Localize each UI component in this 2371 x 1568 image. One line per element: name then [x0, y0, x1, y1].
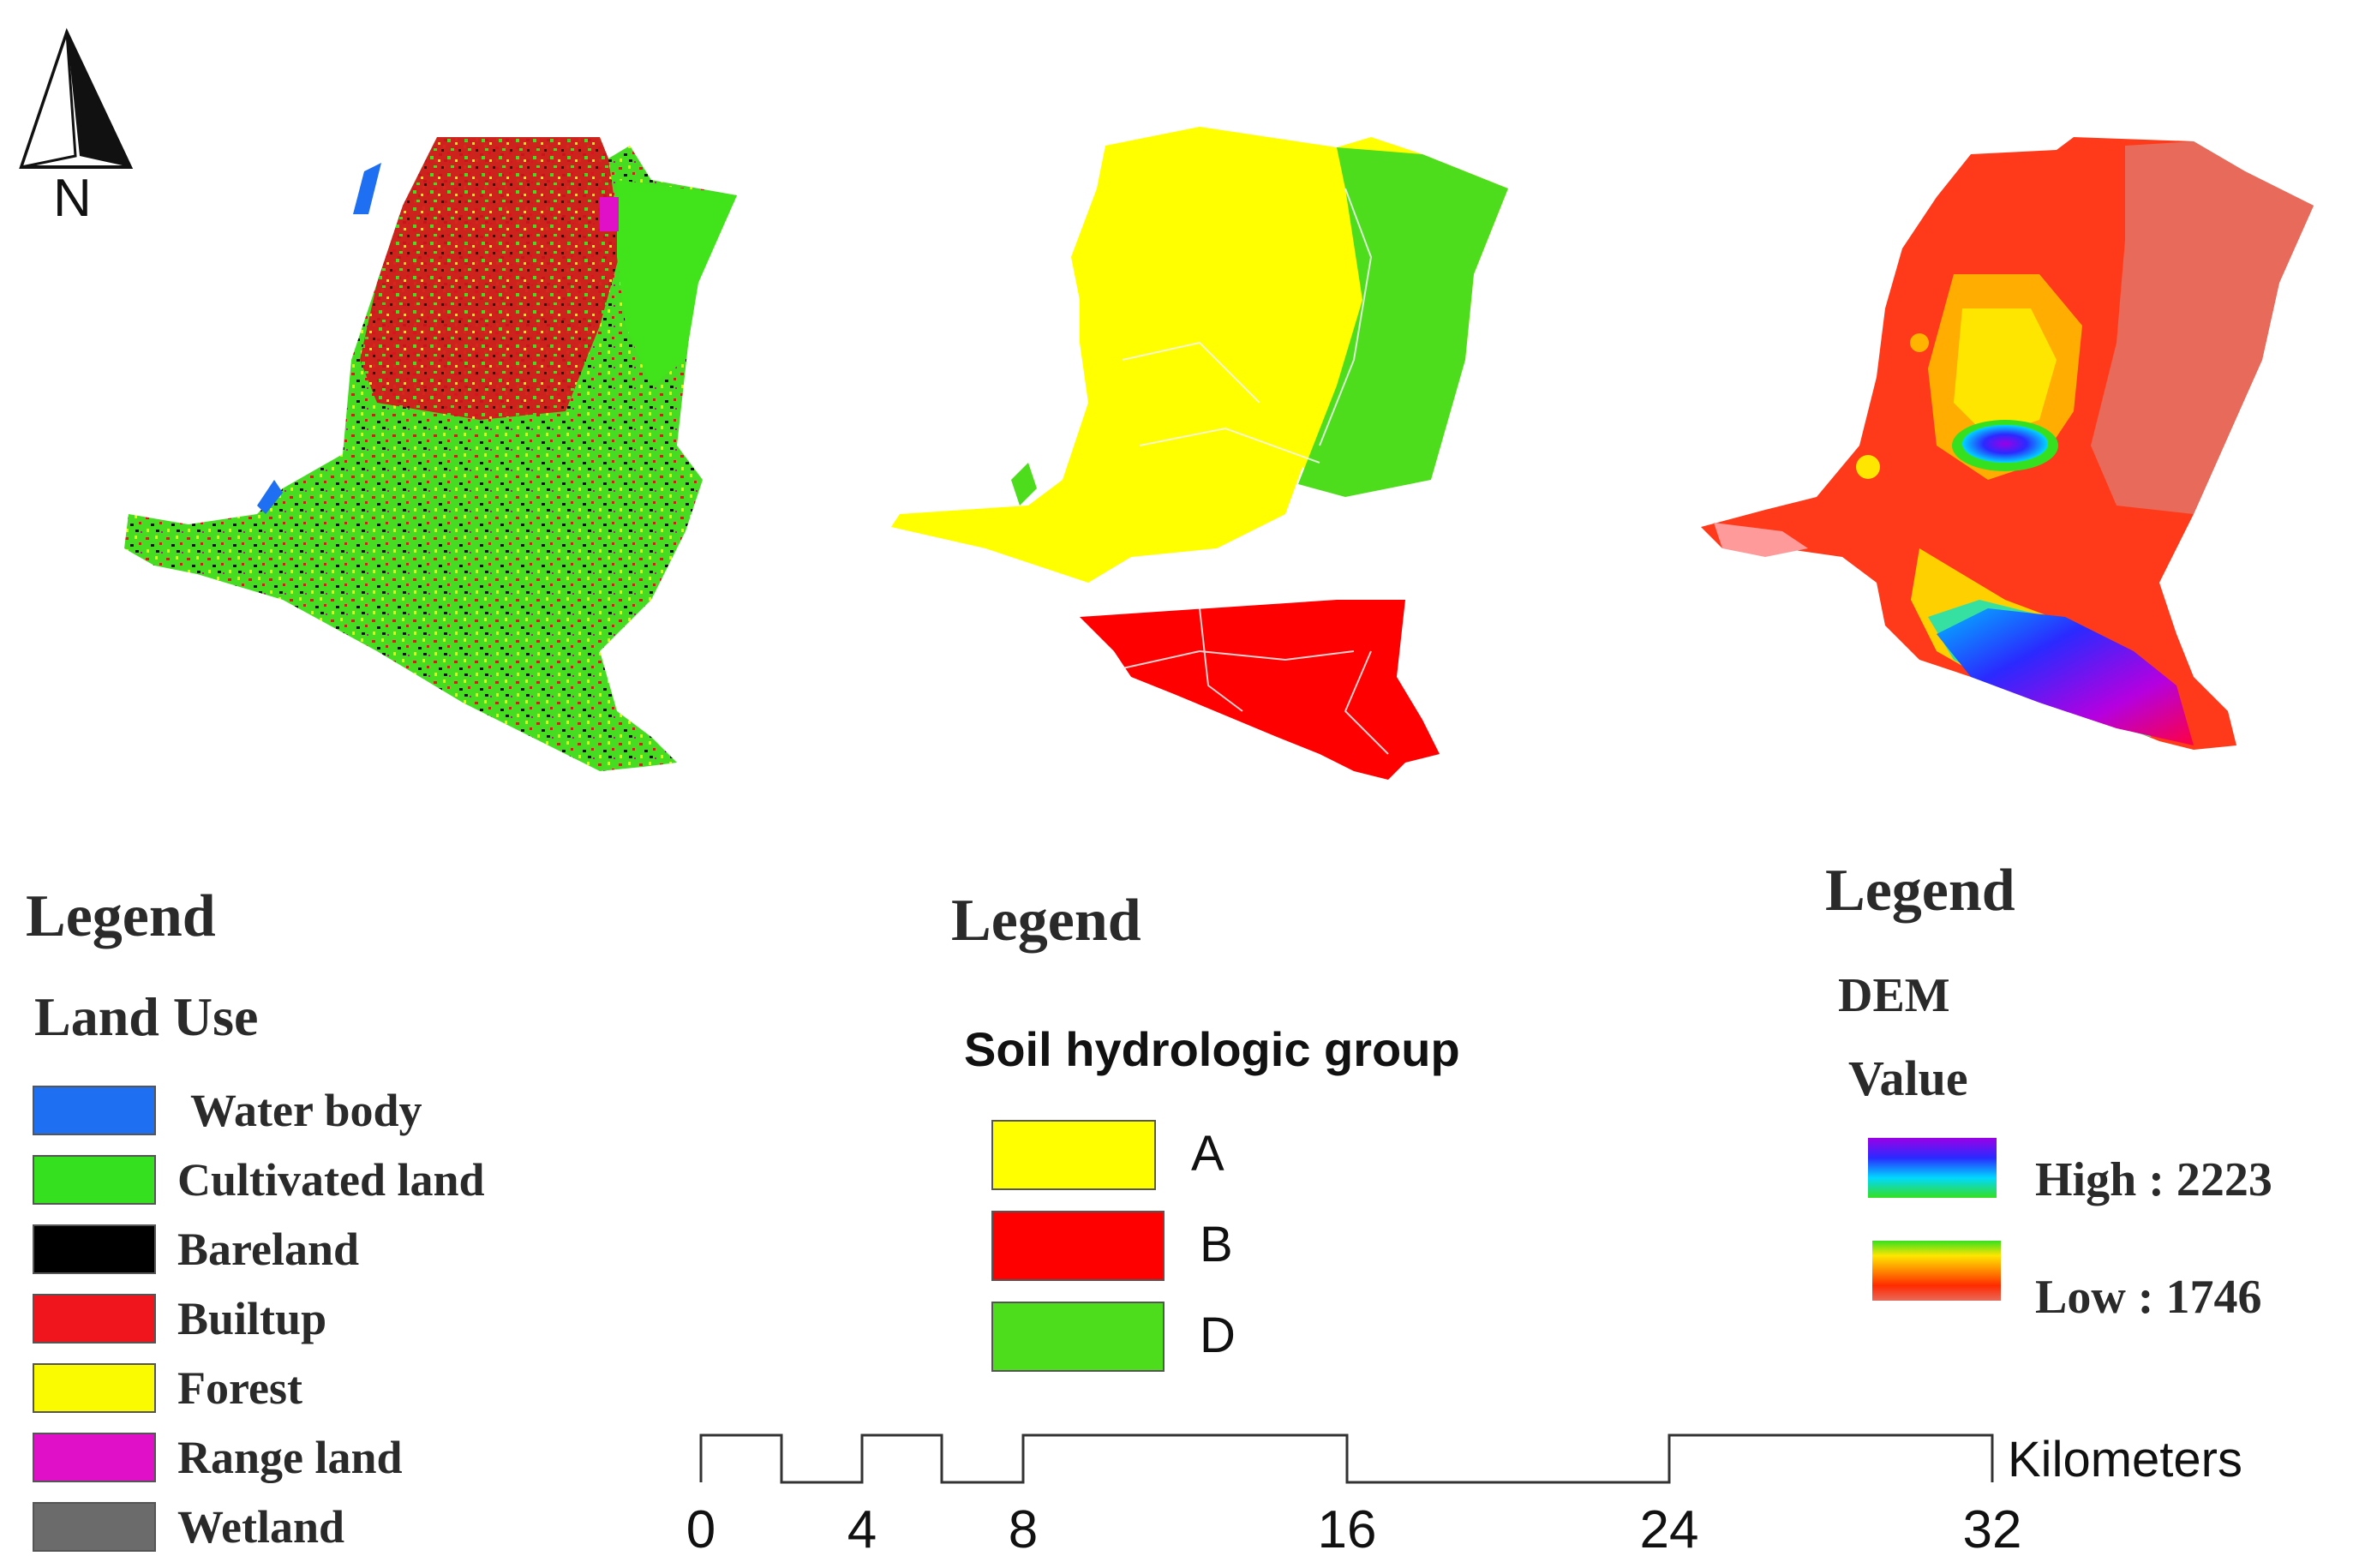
dem-color-ramp-high [1868, 1138, 1997, 1198]
soil-legend-title: Legend [951, 888, 1141, 954]
land-use-legend-title: Legend [26, 883, 216, 949]
dem-subtitle: DEM [1838, 969, 1950, 1022]
soil-label: D [1200, 1308, 1236, 1363]
land-use-swatch [33, 1502, 156, 1552]
land-use-swatch [33, 1224, 156, 1274]
land-use-swatch [33, 1294, 156, 1344]
land-use-label: Bareland [177, 1224, 360, 1275]
north-label: N [53, 169, 92, 228]
soil-swatch [991, 1302, 1165, 1372]
scale-tick-label: 8 [1008, 1500, 1039, 1559]
dem-low-label: Low : 1746 [2035, 1271, 2262, 1324]
dem-color-ramp-low [1872, 1241, 2001, 1301]
soil-swatch [991, 1120, 1156, 1190]
dem-high-label: High : 2223 [2035, 1153, 2272, 1206]
land-use-label: Cultivated land [177, 1154, 485, 1206]
land-use-subtitle: Land Use [34, 986, 259, 1047]
scale-tick-label: 4 [847, 1500, 877, 1559]
land-use-swatch [33, 1086, 156, 1135]
scale-tick-label: 0 [686, 1500, 716, 1559]
land-use-swatch [33, 1433, 156, 1482]
dem-map [1701, 137, 2314, 750]
land-use-label: Wetland [177, 1501, 345, 1553]
dem-legend-title: Legend [1825, 858, 2015, 924]
land-use-label: Builtup [177, 1293, 327, 1344]
soil-swatch [991, 1211, 1165, 1281]
soil-label: A [1191, 1126, 1224, 1182]
land-use-swatch [33, 1363, 156, 1413]
dem-value-label: Value [1848, 1050, 1968, 1106]
scale-unit-label: Kilometers [2008, 1432, 2242, 1487]
land-use-label: Range land [177, 1432, 403, 1483]
land-use-label: Forest [177, 1362, 302, 1414]
scale-tick-label: 16 [1317, 1500, 1377, 1559]
north-arrow-icon [19, 27, 134, 169]
land-use-label: Water body [190, 1085, 422, 1136]
soil-map [891, 127, 1508, 780]
soil-label: B [1200, 1217, 1233, 1272]
scale-tick-label: 32 [1962, 1500, 2022, 1559]
scale-bar [699, 1433, 1994, 1484]
land-use-map [124, 137, 737, 771]
land-use-swatch [33, 1155, 156, 1205]
soil-subtitle: Soil hydrologic group [964, 1022, 1460, 1076]
scale-tick-label: 24 [1639, 1500, 1699, 1559]
